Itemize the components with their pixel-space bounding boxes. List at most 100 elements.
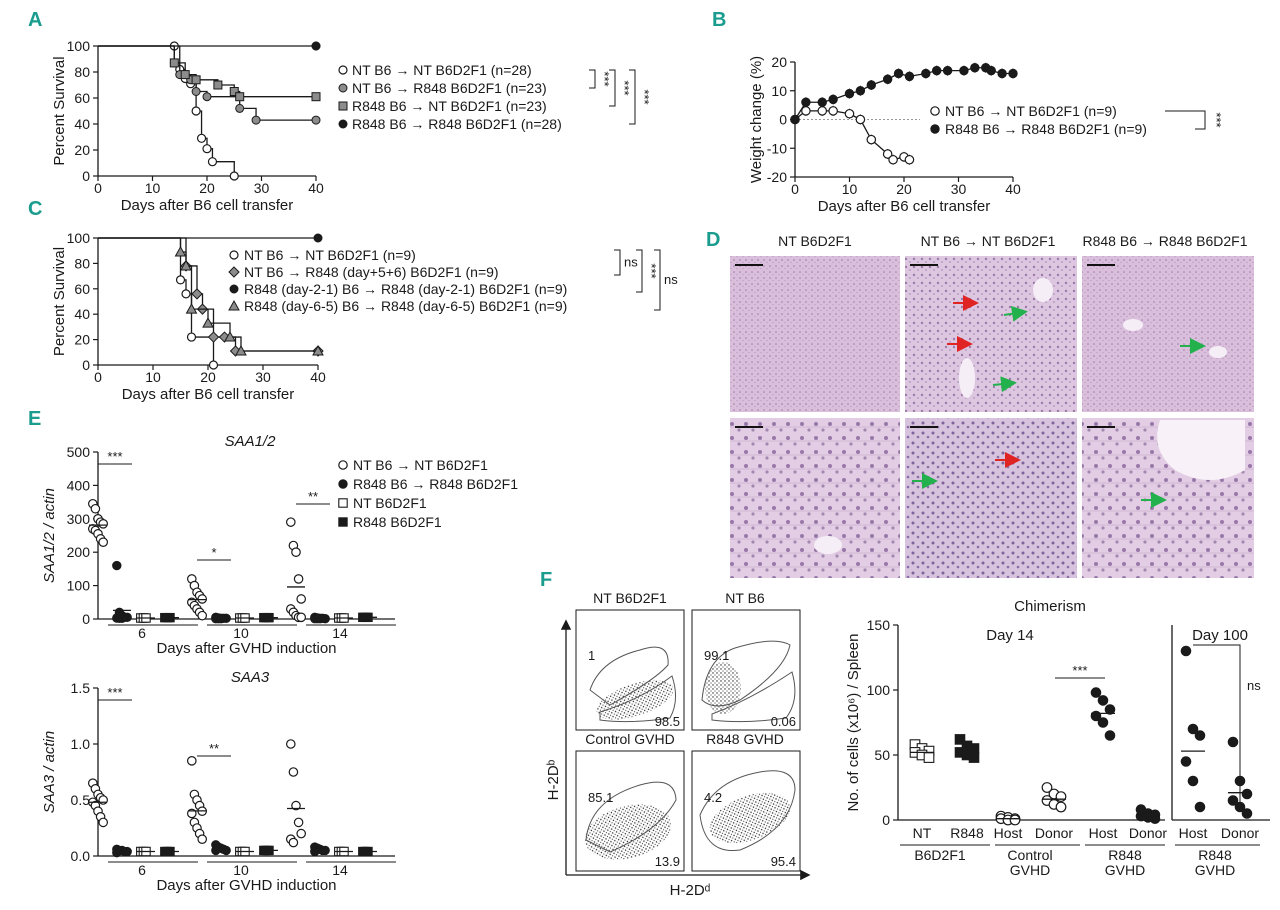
flow-gate — [699, 770, 796, 852]
significance-label: *** — [1072, 663, 1087, 678]
significance-label: *** — [637, 89, 652, 104]
series-line — [98, 45, 235, 176]
y-tick-label: 100 — [67, 230, 91, 246]
group-label: GVHD — [1105, 862, 1145, 878]
data-point — [181, 289, 191, 299]
x-tick-label: 10 — [842, 181, 858, 197]
vessel-shape — [1123, 319, 1143, 331]
data-point — [213, 80, 223, 90]
x-category-label: Donor — [1221, 825, 1259, 841]
data-point — [817, 106, 828, 116]
data-point — [197, 594, 207, 604]
y-tick-label: 400 — [67, 477, 91, 493]
flow-lower-value: 0.06 — [771, 714, 796, 729]
significance-label: *** — [107, 449, 122, 464]
significance-label: *** — [107, 685, 122, 700]
legend-label: NT B6 → NT B6D2F1 (n=28) — [352, 62, 532, 78]
flow-y-label: H-2Dᵇ — [545, 759, 562, 800]
flow-plot-frame — [691, 609, 801, 731]
data-point — [997, 68, 1007, 79]
y-tick-label: 20 — [74, 142, 90, 158]
panel-letter-e: E — [28, 408, 41, 430]
y-tick-label: 20 — [74, 332, 90, 348]
x-tick-label: 0 — [94, 180, 102, 196]
y-tick-label: 100 — [67, 38, 91, 54]
legend-label: R848 (day-6-5) B6 → R848 (day-6-5) B6D2F… — [244, 298, 567, 314]
data-point — [921, 68, 931, 79]
y-tick-label: 100 — [867, 682, 891, 698]
data-point — [296, 594, 306, 604]
flow-upper-value: 4.2 — [704, 790, 722, 805]
y-axis-label: No. of cells (x10⁶) / Spleen — [845, 634, 862, 812]
y-tick-label: 0 — [779, 112, 787, 128]
group-label: Control — [1007, 847, 1052, 863]
x-tick-label: 20 — [200, 369, 216, 385]
data-point — [970, 63, 980, 73]
legend-marker — [228, 299, 240, 311]
data-point — [1041, 782, 1053, 793]
histology-image-bottom-2 — [905, 418, 1077, 578]
data-point — [112, 560, 122, 571]
flow-lower-value: 13.9 — [655, 854, 680, 869]
y-tick-label: -20 — [767, 169, 787, 185]
panel-a-survival-chart: 0 10 20 30 40 0 20 40 60 80 100 Days after B6 cell … — [51, 38, 652, 214]
legend-marker — [338, 65, 348, 75]
data-point — [98, 817, 108, 828]
data-point — [187, 755, 197, 766]
significance-label: * — [211, 545, 216, 560]
data-point — [311, 92, 321, 102]
significance-label: *** — [617, 80, 632, 95]
data-point — [296, 828, 306, 839]
data-point — [288, 837, 299, 848]
y-tick-label: 60 — [74, 90, 90, 106]
data-point — [1241, 808, 1253, 819]
data-point — [235, 345, 247, 356]
data-point — [202, 317, 214, 328]
significance-label: *** — [644, 263, 659, 278]
panel-letter-b: B — [712, 9, 726, 31]
legend-label: R848 B6 → R848 B6D2F1 — [353, 476, 518, 492]
data-point — [208, 360, 219, 370]
histology-image-top-3 — [1082, 256, 1254, 412]
data-point — [942, 65, 953, 76]
legend-marker — [930, 124, 940, 134]
y-tick-label: 50 — [874, 747, 890, 763]
y-tick-label: -10 — [767, 140, 787, 156]
data-point — [202, 92, 212, 102]
x-tick-label: 40 — [310, 369, 326, 385]
legend-label: NT B6 → NT B6D2F1 — [353, 457, 488, 473]
data-point — [229, 87, 239, 96]
legend-label: R848 B6D2F1 — [353, 514, 442, 530]
series-line — [794, 110, 910, 161]
data-point — [968, 752, 980, 763]
legend-label: NT B6 → R848 B6D2F1 (n=23) — [352, 80, 547, 96]
green-arrow-icon — [1003, 305, 1028, 322]
data-point — [180, 70, 190, 80]
data-point — [1009, 814, 1021, 826]
data-point — [197, 834, 207, 844]
data-point — [888, 154, 898, 165]
group-label: R848 — [1198, 847, 1232, 863]
series-line — [98, 237, 215, 365]
x-tick-label: 20 — [896, 181, 912, 197]
chart-title: SAA1/2 — [225, 433, 277, 450]
data-point — [296, 612, 306, 623]
legend-marker — [338, 101, 348, 111]
data-point — [311, 41, 321, 51]
legend-label: NT B6D2F1 — [353, 495, 427, 511]
y-tick-label: 80 — [74, 255, 90, 271]
data-point — [191, 87, 201, 96]
vessel-shape — [1033, 278, 1053, 302]
x-category-label: NT — [913, 825, 932, 841]
flow-lower-value: 95.4 — [771, 854, 796, 869]
x-category-label: 14 — [332, 625, 348, 641]
flow-plot-title: Control GVHD — [585, 731, 674, 747]
legend-marker — [338, 83, 348, 93]
data-point — [293, 817, 304, 828]
data-point — [828, 106, 838, 116]
x-axis-label: Days after GVHD induction — [156, 640, 336, 657]
data-point — [196, 133, 207, 143]
x-axis-label: Days after B6 cell transfer — [121, 197, 294, 214]
data-point — [1055, 791, 1067, 802]
data-point — [1097, 695, 1109, 706]
